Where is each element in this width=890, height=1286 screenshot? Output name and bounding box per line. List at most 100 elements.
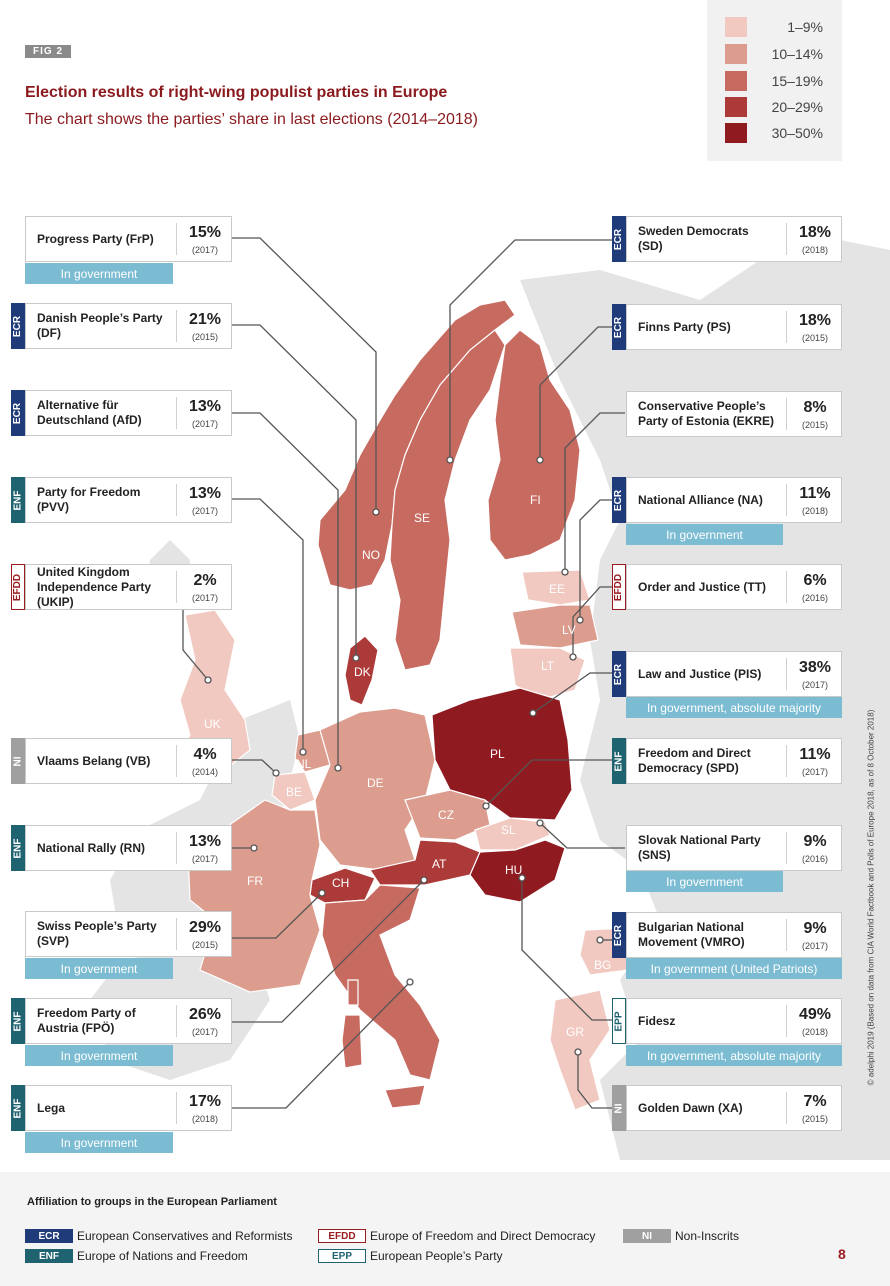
divider xyxy=(176,223,177,255)
label-cz: CZ xyxy=(438,808,454,822)
divider xyxy=(176,484,177,516)
government-badge: In government (United Patriots) xyxy=(626,958,842,979)
affiliation-code: EFDD xyxy=(318,1229,366,1243)
election-year: (2014) xyxy=(191,767,218,777)
divider xyxy=(786,1092,787,1124)
country-lv xyxy=(511,604,599,649)
party-box-lega: Lega 17% (2018) xyxy=(25,1085,232,1131)
party-box-vmro: Bulgarian National Movement (VMRO) 9% (20… xyxy=(626,912,842,958)
label-bg: BG xyxy=(594,958,611,972)
election-year: (2017) xyxy=(801,941,828,951)
affiliation-label: European Conservatives and Reformists xyxy=(77,1229,293,1243)
election-year: (2015) xyxy=(191,940,218,950)
election-year: (2018) xyxy=(801,1027,828,1037)
party-box-spd: Freedom and Direct Democracy (SPD) 11% (2… xyxy=(626,738,842,784)
legend-label: 30–50% xyxy=(771,125,823,141)
party-name: National Rally (RN) xyxy=(37,840,146,855)
party-name: Fidesz xyxy=(638,1013,676,1028)
label-de: DE xyxy=(367,776,384,790)
group-tag-efdd: EFDD xyxy=(612,564,626,610)
party-name: Freedom Party of Austria (FPÖ) xyxy=(37,1006,136,1035)
label-be: BE xyxy=(286,785,302,799)
connector-dots xyxy=(204,456,604,1056)
label-it: IT xyxy=(392,954,403,968)
election-year: (2015) xyxy=(801,420,828,430)
party-box-na: National Alliance (NA) 11% (2018) xyxy=(626,477,842,523)
legend-item: 30–50% xyxy=(725,123,835,143)
party-name: Finns Party (PS) xyxy=(638,319,731,334)
legend-label: 15–19% xyxy=(771,73,823,89)
government-badge: In government xyxy=(25,1132,173,1153)
party-box-ps: Finns Party (PS) 18% (2015) xyxy=(626,304,842,350)
country-lt xyxy=(509,647,586,701)
affiliation-label: Non-Inscrits xyxy=(675,1229,740,1243)
election-year: (2018) xyxy=(801,245,828,255)
party-name: Freedom and Direct Democracy (SPD) xyxy=(638,746,751,775)
party-name: Progress Party (FrP) xyxy=(37,231,154,246)
election-year: (2017) xyxy=(191,593,218,603)
country-ee xyxy=(521,569,591,606)
figure-label: FIG 2 xyxy=(25,45,72,58)
affiliation-label: European People’s Party xyxy=(370,1249,503,1263)
party-share: 6% xyxy=(803,572,827,589)
chart-subtitle: The chart shows the parties’ share in la… xyxy=(25,111,478,128)
group-tag-enf: ENF xyxy=(612,738,626,784)
legend-item: 20–29% xyxy=(725,97,835,117)
party-box-sns: Slovak National Party (SNS) 9% (2016) xyxy=(626,825,842,871)
party-name: Order and Justice (TT) xyxy=(638,579,767,594)
party-share: 49% xyxy=(798,1006,832,1023)
party-box-fpo: Freedom Party of Austria (FPÖ) 26% (2017) xyxy=(25,998,232,1044)
government-badge: In government, absolute majority xyxy=(626,1045,842,1066)
party-name: Danish People’s Party (DF) xyxy=(37,311,163,340)
party-box-rn: National Rally (RN) 13% (2017) xyxy=(25,825,232,871)
legend-swatch xyxy=(725,71,747,91)
group-tag-ecr: ECR xyxy=(612,912,626,958)
affiliation-code: ECR xyxy=(25,1229,73,1243)
party-box-pis: Law and Justice (PIS) 38% (2017) xyxy=(626,651,842,697)
divider xyxy=(176,918,177,950)
election-year: (2017) xyxy=(191,245,218,255)
label-hu: HU xyxy=(505,863,522,877)
party-share: 29% xyxy=(188,919,222,936)
government-badge: In government xyxy=(25,263,173,284)
party-name: Conservative People’s Party of Estonia (… xyxy=(638,399,775,428)
island-sicily xyxy=(384,1084,426,1109)
group-tag-ecr: ECR xyxy=(11,303,25,349)
party-share: 26% xyxy=(188,1006,222,1023)
party-box-ukip: United Kingdom Independence Party (UKIP)… xyxy=(25,564,232,610)
group-tag-ecr: ECR xyxy=(612,216,626,262)
country-hu xyxy=(469,839,566,903)
party-share: 15% xyxy=(188,224,222,241)
divider xyxy=(786,311,787,343)
group-tag-enf: ENF xyxy=(11,998,25,1044)
affiliation-label: Europe of Nations and Freedom xyxy=(77,1249,248,1263)
divider xyxy=(786,919,787,951)
label-se: SE xyxy=(414,511,430,525)
legend-item: 1–9% xyxy=(725,17,835,37)
affiliation-label: Europe of Freedom and Direct Democracy xyxy=(370,1229,596,1243)
label-ee: EE xyxy=(549,582,565,596)
party-name: Swiss People’s Party (SVP) xyxy=(37,919,157,948)
country-labels: NO SE FI EE LV LT DK UK NL BE DE PL CZ S… xyxy=(204,493,611,1039)
connector-lines xyxy=(182,237,625,1109)
country-be xyxy=(271,771,316,811)
election-year: (2017) xyxy=(191,1027,218,1037)
party-share: 13% xyxy=(188,398,222,415)
legend-item: 15–19% xyxy=(725,71,835,91)
country-sl xyxy=(474,817,551,851)
label-lv: LV xyxy=(562,623,576,637)
divider xyxy=(176,310,177,342)
label-fr: FR xyxy=(247,874,263,888)
label-no: NO xyxy=(362,548,380,562)
party-share: 7% xyxy=(803,1093,827,1110)
party-share: 11% xyxy=(799,746,831,763)
group-tag-enf: ENF xyxy=(11,477,25,523)
election-year: (2015) xyxy=(191,332,218,342)
election-year: (2016) xyxy=(801,854,828,864)
party-box-fidesz: Fidesz 49% (2018) xyxy=(626,998,842,1044)
party-share: 13% xyxy=(188,833,222,850)
party-name: Vlaams Belang (VB) xyxy=(37,753,151,768)
country-pl xyxy=(431,687,573,821)
legend-swatch xyxy=(725,123,747,143)
divider xyxy=(176,745,177,777)
